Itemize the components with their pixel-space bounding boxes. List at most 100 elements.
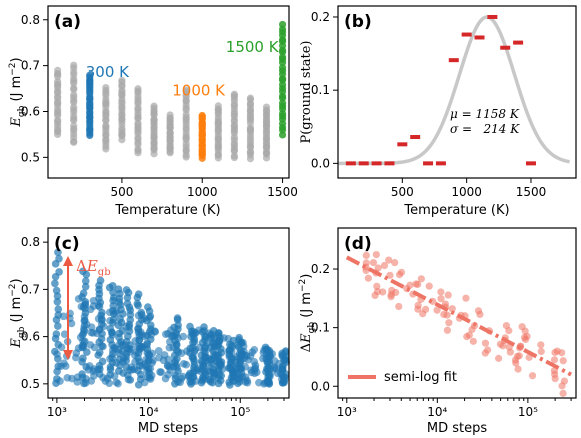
c-point (53, 322, 62, 330)
c-point (95, 303, 104, 311)
c-point (270, 357, 279, 365)
b-hist-bar (397, 142, 408, 147)
d-point (397, 268, 406, 276)
d-point (481, 339, 490, 347)
d-point (406, 281, 414, 289)
c-point (278, 351, 286, 359)
c-point (191, 329, 199, 337)
c-point (131, 337, 140, 345)
b-hist-bar (384, 161, 395, 166)
b-hist-bar (474, 35, 485, 40)
a-point (86, 71, 94, 79)
c-point (96, 276, 105, 285)
d-xtick-label-0: 10³ (337, 405, 357, 419)
d-point (462, 294, 470, 302)
c-point (189, 352, 197, 360)
c-point (173, 363, 181, 372)
d-point (445, 319, 453, 327)
d-point (559, 389, 567, 397)
c-point (63, 374, 72, 382)
d-point (371, 291, 379, 300)
c-point (224, 346, 233, 355)
d-point (433, 306, 441, 314)
d-frame (337, 227, 577, 399)
c-point (167, 326, 175, 335)
c-point (55, 254, 63, 263)
d-ytick-label-0: 0.0 (311, 379, 330, 393)
b-hist-bar (358, 161, 369, 166)
b-hist-bar (500, 45, 511, 50)
a-ytick-label-0: 0.5 (21, 150, 40, 164)
c-point (140, 360, 149, 368)
c-point (205, 376, 213, 384)
a-point (230, 90, 238, 98)
d-point (551, 348, 559, 357)
d-point (379, 288, 387, 296)
d-point (551, 374, 559, 383)
b-ytick-label-1: 0.1 (311, 83, 330, 97)
c-point (54, 248, 62, 257)
d-point (537, 341, 545, 349)
a-point (54, 66, 62, 74)
panel-b: 500 1000 1500 0.0 0.1 0.2 (b) μ = 1158 K σ = … (299, 5, 577, 218)
d-point (468, 325, 476, 334)
c-point (51, 279, 59, 288)
c-point (247, 366, 255, 374)
c-ticks: 10³ 10⁴ 10⁵ 0.5 0.6 0.7 0.8 (21, 235, 285, 419)
c-point (198, 358, 207, 367)
c-point (114, 345, 123, 354)
c-point (250, 345, 259, 354)
a-point (214, 102, 222, 110)
d-legend-label: semi-log fit (384, 370, 457, 385)
c-point (151, 328, 159, 336)
c-point (114, 379, 122, 388)
c-xtick-label-2: 10⁵ (230, 405, 250, 419)
c-point (178, 372, 187, 381)
c-ytick-label-3: 0.8 (21, 235, 40, 249)
c-point (140, 332, 149, 341)
c-point (57, 362, 65, 370)
d-point (558, 349, 566, 357)
b-frame (337, 5, 577, 179)
a-point (150, 102, 158, 110)
a-xtick-label-0: 500 (110, 185, 133, 199)
d-point (537, 347, 545, 356)
c-point (73, 373, 82, 382)
a-point (70, 91, 78, 99)
c-point (108, 282, 117, 290)
c-point (140, 378, 149, 387)
c-point (224, 334, 233, 343)
a-point (278, 99, 287, 107)
d-point (425, 282, 433, 290)
c-point (156, 368, 164, 376)
c-point (183, 347, 191, 355)
d-point (373, 282, 381, 290)
c-point (264, 366, 272, 375)
b-hist-bar (525, 161, 536, 166)
b-xtick-label-1: 1000 (451, 185, 482, 199)
c-point (95, 348, 104, 357)
c-point (108, 328, 116, 337)
c-point (124, 375, 133, 384)
d-ylabel: ΔEgb (J m−2) (298, 274, 317, 353)
c-point (101, 377, 110, 385)
d-point (412, 280, 420, 288)
c-point (135, 342, 144, 351)
c-point (160, 351, 169, 359)
d-point (448, 305, 456, 313)
d-point (550, 356, 559, 364)
d-point (391, 258, 399, 267)
a-ytick-label-2: 0.7 (21, 59, 40, 73)
c-point (203, 339, 212, 347)
c-point (122, 286, 131, 294)
c-point (123, 299, 132, 308)
c-point (263, 357, 271, 365)
b-hist-bar (461, 32, 472, 37)
c-point (146, 375, 155, 383)
c-ytick-label-2: 0.7 (21, 282, 40, 296)
a-annotation-300k: 300 K (86, 63, 130, 81)
c-point (134, 290, 143, 298)
b-hist-bar (435, 161, 446, 166)
c-point (232, 358, 241, 367)
d-point (514, 365, 522, 373)
